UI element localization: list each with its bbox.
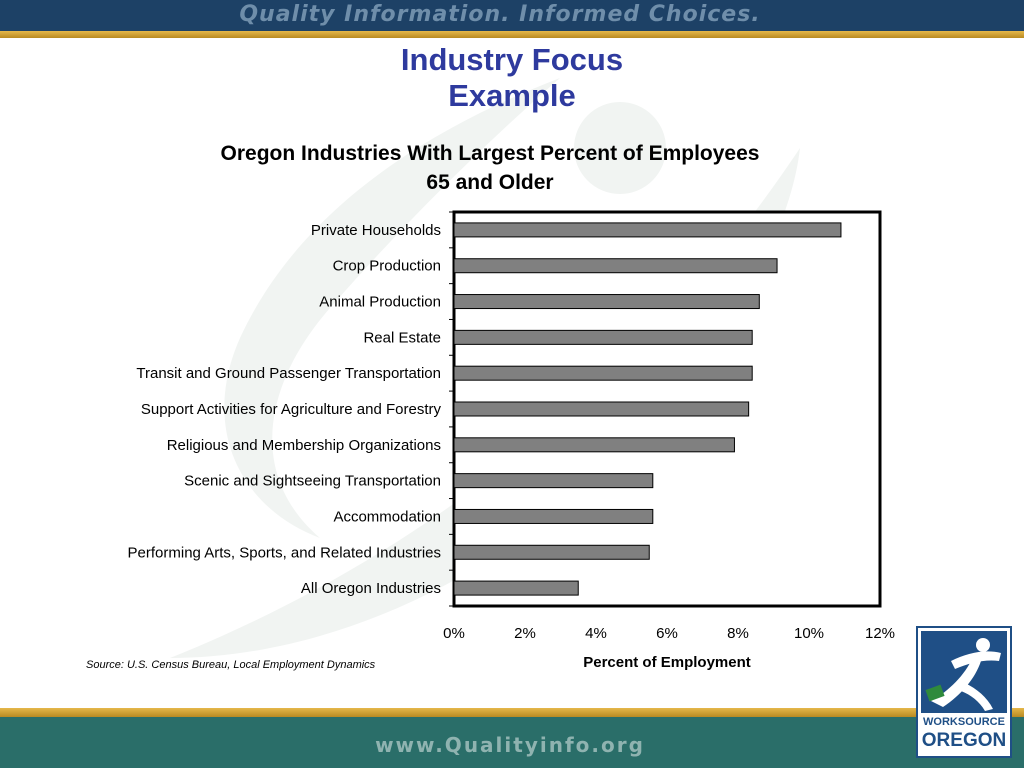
category-label: Accommodation — [333, 508, 441, 525]
worksource-oregon-logo: WORKSOURCE OREGON — [916, 626, 1012, 758]
logo-word-worksource: WORKSOURCE — [923, 716, 1005, 728]
x-tick-label: 2% — [514, 625, 536, 642]
top-banner — [0, 0, 1024, 31]
slide-title-line-1: Industry Focus — [400, 42, 624, 77]
x-tick-label: 12% — [865, 625, 895, 642]
category-label: Transit and Ground Passenger Transportat… — [136, 365, 441, 382]
chart-title-line-2: 65 and Older — [426, 171, 554, 194]
category-label: Scenic and Sightseeing Transportation — [184, 473, 441, 490]
bar — [453, 544, 650, 560]
top-gold-stripe — [0, 31, 1024, 38]
chart-title: Oregon Industries With Largest Percent o… — [0, 139, 980, 197]
bar — [453, 329, 753, 345]
slide-title-line-2: Example — [448, 78, 576, 113]
category-label: Support Activities for Agriculture and F… — [141, 401, 442, 418]
x-axis-label: Percent of Employment — [583, 654, 751, 671]
category-label: Performing Arts, Sports, and Related Ind… — [128, 544, 441, 561]
bar — [453, 437, 735, 453]
banner-tagline: Quality Information. Informed Choices. — [239, 2, 761, 27]
bar — [453, 401, 750, 417]
chart-title-line-1: Oregon Industries With Largest Percent o… — [220, 142, 760, 165]
category-label: Animal Production — [319, 294, 441, 311]
x-tick-label: 10% — [794, 625, 824, 642]
category-label: All Oregon Industries — [301, 580, 441, 597]
category-label: Private Households — [311, 222, 441, 239]
x-tick-label: 8% — [727, 625, 749, 642]
bar-chart: Private Households Crop Production Animal … — [128, 210, 895, 671]
banner-url: www.Qualityinfo.org — [375, 733, 645, 757]
category-label: Religious and Membership Organizations — [167, 437, 441, 454]
bottom-gold-stripe — [0, 708, 1024, 717]
bar — [453, 473, 654, 489]
category-label: Crop Production — [333, 258, 441, 275]
source-note: Source: U.S. Census Bureau, Local Employ… — [86, 659, 376, 671]
category-label: Real Estate — [363, 329, 441, 346]
x-tick-label: 0% — [443, 625, 465, 642]
bottom-banner — [0, 717, 1024, 768]
logo-runner-icon — [921, 631, 1007, 713]
x-tick-label: 6% — [656, 625, 678, 642]
logo-word-oregon: OREGON — [921, 730, 1007, 751]
bar — [453, 258, 778, 274]
bar — [453, 508, 654, 524]
bar — [453, 365, 753, 381]
slide-title: Industry Focus Example — [0, 42, 1024, 114]
x-tick-label: 4% — [585, 625, 607, 642]
bar — [453, 222, 842, 238]
bar — [453, 580, 579, 596]
bar — [453, 294, 760, 310]
